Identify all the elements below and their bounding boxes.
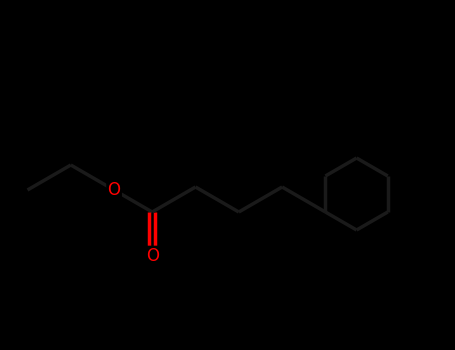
Text: O: O — [107, 181, 121, 199]
Text: O: O — [146, 247, 159, 265]
